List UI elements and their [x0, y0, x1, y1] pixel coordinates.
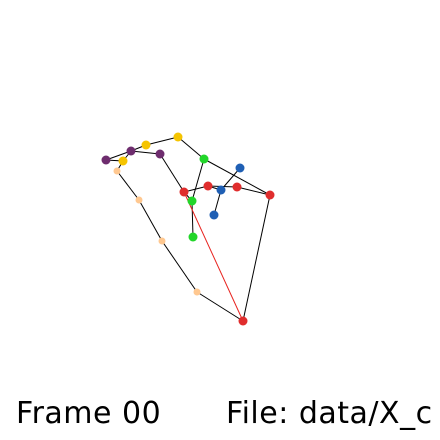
- joint-marker-peach: [135, 196, 143, 204]
- skeleton-edge-highlight: [183, 191, 244, 322]
- skeleton-edge: [191, 158, 205, 202]
- joint-marker-purple: [101, 155, 111, 165]
- joint-marker-peach: [158, 237, 166, 245]
- joint-marker-peach: [113, 167, 121, 175]
- skeleton-edge: [220, 167, 241, 191]
- skeleton-edge: [145, 136, 179, 146]
- joint-marker-purple: [126, 146, 136, 156]
- joint-marker-green: [187, 196, 197, 206]
- joint-marker-red: [232, 182, 242, 192]
- skeleton-edge: [191, 200, 194, 238]
- skeleton-edge: [130, 150, 161, 155]
- joint-marker-peach: [193, 288, 201, 296]
- joint-marker-purple: [155, 149, 165, 159]
- skeleton-edge: [116, 170, 140, 201]
- file-caption: File: data/X_c: [226, 396, 433, 431]
- joint-marker-yellow: [141, 140, 151, 150]
- joint-marker-red: [179, 187, 189, 197]
- joint-marker-blue: [209, 210, 219, 220]
- frame-caption: Frame 00: [16, 396, 162, 431]
- skeleton-edge: [203, 158, 271, 196]
- joint-marker-yellow: [173, 132, 183, 142]
- joint-marker-green: [188, 232, 198, 242]
- skeleton-edge: [196, 291, 244, 322]
- joint-marker-red: [265, 190, 275, 200]
- skeleton-edge: [159, 153, 185, 193]
- joint-marker-red: [203, 181, 213, 191]
- skeleton-edge: [242, 194, 271, 322]
- skeleton-edge: [138, 199, 163, 242]
- joint-marker-blue: [235, 163, 245, 173]
- joint-marker-green: [199, 154, 209, 164]
- joint-marker-red: [238, 316, 248, 326]
- skeleton-edge: [177, 136, 205, 160]
- skeleton-edge: [161, 240, 198, 293]
- joint-marker-blue: [216, 185, 226, 195]
- skeleton-edge: [236, 186, 271, 196]
- joint-marker-yellow: [118, 156, 128, 166]
